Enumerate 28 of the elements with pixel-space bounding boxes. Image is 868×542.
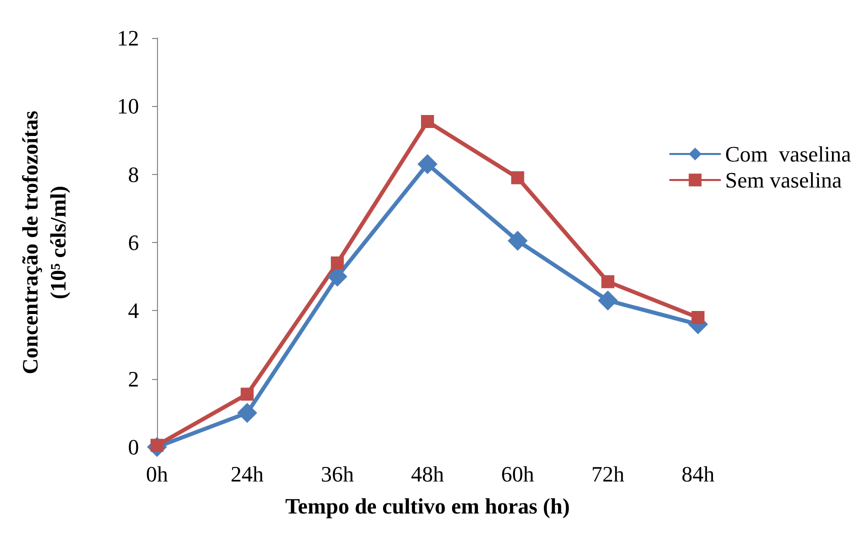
x-tick-label: 84h — [682, 462, 714, 486]
point — [330, 256, 344, 270]
y-tick-label: 0 — [128, 434, 139, 460]
point — [237, 402, 258, 423]
x-tick-label: 60h — [501, 462, 534, 486]
y-tick-label: 12 — [117, 26, 139, 50]
y-tick-label: 2 — [128, 366, 139, 392]
point — [601, 275, 614, 288]
y-tick-label: 10 — [117, 94, 139, 119]
x-tick-label: 48h — [411, 462, 444, 486]
point — [418, 154, 438, 174]
x-tick-label: 0h — [146, 462, 168, 486]
x-tick-label: 36h — [320, 462, 354, 486]
point — [692, 310, 704, 324]
point — [421, 115, 434, 128]
y-tick-label: 6 — [128, 230, 139, 255]
point — [240, 388, 254, 401]
x-axis-title: Tempo de cultivo em horas (h) — [285, 494, 570, 518]
point — [508, 230, 528, 251]
x-tick-label: 72h — [591, 462, 624, 486]
point — [598, 290, 618, 310]
legend-label: Com vaselina — [725, 142, 852, 166]
x-tick-label: 24h — [230, 462, 264, 486]
y-tick-label: 4 — [128, 298, 139, 324]
y-axis-title: Concentração de trofozoítas (10⁵ céls/ml) — [18, 110, 70, 374]
point — [511, 171, 524, 184]
legend-label: Sem vaselina — [725, 168, 842, 192]
y-tick-label: 8 — [128, 162, 139, 187]
